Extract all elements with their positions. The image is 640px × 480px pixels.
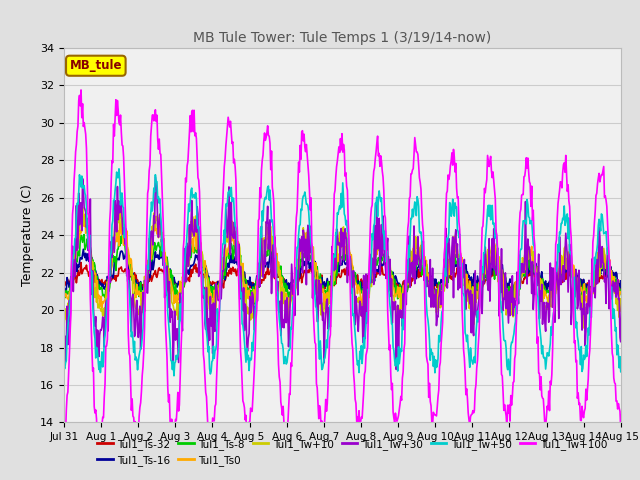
Tul1_Tw+50 <box>60 363 68 369</box>
Line: Tul1_Tw+30: Tul1_Tw+30 <box>64 177 640 369</box>
Tul1_Tw+50 <box>115 166 123 172</box>
Tul1_Tw+50 <box>456 264 464 269</box>
Tul1_Ts-8 <box>423 264 431 270</box>
Tul1_Tw+50 <box>240 329 248 335</box>
Tul1_Tw+10 <box>76 203 84 208</box>
Tul1_Ts-16 <box>458 265 465 271</box>
Tul1_Ts-32 <box>585 290 593 296</box>
Tul1_Tw+30 <box>152 174 159 180</box>
Tul1_Tw+100 <box>458 255 465 261</box>
Tul1_Tw+30 <box>424 283 432 288</box>
Tul1_Tw+10 <box>580 325 588 331</box>
Tul1_Tw+10 <box>269 243 277 249</box>
Tul1_Tw+10 <box>131 297 138 302</box>
Tul1_Ts-32 <box>60 280 68 286</box>
Tul1_Ts0 <box>423 272 431 278</box>
Tul1_Tw+10 <box>423 283 431 289</box>
Tul1_Tw+100 <box>131 419 139 424</box>
Tul1_Ts0 <box>60 300 68 305</box>
Tul1_Ts-8 <box>269 246 277 252</box>
Tul1_Ts-8 <box>60 287 68 293</box>
Tul1_Tw+50 <box>131 338 138 344</box>
Tul1_Ts-32 <box>131 270 138 276</box>
Tul1_Tw+50 <box>423 312 431 318</box>
Title: MB Tule Tower: Tule Temps 1 (3/19/14-now): MB Tule Tower: Tule Temps 1 (3/19/14-now… <box>193 32 492 46</box>
Tul1_Tw+10 <box>292 270 300 276</box>
Tul1_Tw+100 <box>77 87 85 93</box>
Tul1_Ts-16 <box>424 272 432 278</box>
Tul1_Tw+100 <box>270 200 278 206</box>
Tul1_Tw+100 <box>60 429 68 435</box>
Tul1_Tw+100 <box>424 361 432 367</box>
Tul1_Ts-16 <box>79 246 87 252</box>
Line: Tul1_Tw+10: Tul1_Tw+10 <box>64 205 640 328</box>
Tul1_Ts0 <box>292 286 300 292</box>
Tul1_Ts0 <box>131 286 138 292</box>
Tul1_Ts-16 <box>60 286 68 292</box>
Line: Tul1_Tw+100: Tul1_Tw+100 <box>64 90 640 448</box>
Tul1_Ts-8 <box>618 302 626 308</box>
Line: Tul1_Tw+50: Tul1_Tw+50 <box>64 169 640 376</box>
Tul1_Ts0 <box>240 279 248 285</box>
Line: Tul1_Ts-32: Tul1_Ts-32 <box>64 263 640 293</box>
Tul1_Tw+30 <box>60 334 68 340</box>
Tul1_Ts-8 <box>119 231 127 237</box>
Line: Tul1_Ts0: Tul1_Ts0 <box>64 214 640 310</box>
Tul1_Tw+10 <box>60 324 68 329</box>
Tul1_Ts-16 <box>241 269 248 275</box>
Tul1_Ts-32 <box>292 278 300 284</box>
Tul1_Ts-8 <box>456 260 464 266</box>
Y-axis label: Temperature (C): Temperature (C) <box>22 184 35 286</box>
Tul1_Ts-32 <box>77 260 85 265</box>
Tul1_Ts-32 <box>269 267 277 273</box>
Tul1_Ts-32 <box>456 267 464 273</box>
Line: Tul1_Ts-16: Tul1_Ts-16 <box>64 249 640 295</box>
Legend: Tul1_Ts-32, Tul1_Ts-16, Tul1_Ts-8, Tul1_Ts0, Tul1_Tw+10, Tul1_Tw+30, Tul1_Tw+50,: Tul1_Ts-32, Tul1_Ts-16, Tul1_Ts-8, Tul1_… <box>93 434 611 470</box>
Tul1_Tw+100 <box>292 215 300 220</box>
Tul1_Tw+100 <box>96 445 104 451</box>
Line: Tul1_Ts-8: Tul1_Ts-8 <box>64 234 640 305</box>
Tul1_Tw+100 <box>241 405 248 410</box>
Tul1_Tw+30 <box>458 260 465 266</box>
Tul1_Tw+30 <box>240 285 248 291</box>
Tul1_Ts-16 <box>61 292 69 298</box>
Tul1_Tw+30 <box>269 242 277 248</box>
Tul1_Ts0 <box>81 211 89 217</box>
Tul1_Tw+30 <box>130 302 138 308</box>
Tul1_Ts0 <box>269 247 277 252</box>
Tul1_Ts0 <box>456 251 464 256</box>
Tul1_Tw+30 <box>392 366 400 372</box>
Tul1_Ts-16 <box>131 277 139 283</box>
Tul1_Tw+50 <box>269 224 277 230</box>
Tul1_Ts0 <box>509 307 516 313</box>
Tul1_Ts-8 <box>131 277 138 283</box>
Tul1_Ts-8 <box>240 274 248 279</box>
Tul1_Tw+30 <box>292 265 300 271</box>
Tul1_Ts-8 <box>292 275 300 280</box>
Tul1_Tw+50 <box>292 281 300 287</box>
Tul1_Ts-32 <box>423 272 431 277</box>
Text: MB_tule: MB_tule <box>70 59 122 72</box>
Tul1_Ts-32 <box>240 277 248 283</box>
Tul1_Tw+10 <box>240 290 248 296</box>
Tul1_Tw+10 <box>456 265 464 271</box>
Tul1_Ts-16 <box>270 259 278 265</box>
Tul1_Ts-16 <box>292 278 300 284</box>
